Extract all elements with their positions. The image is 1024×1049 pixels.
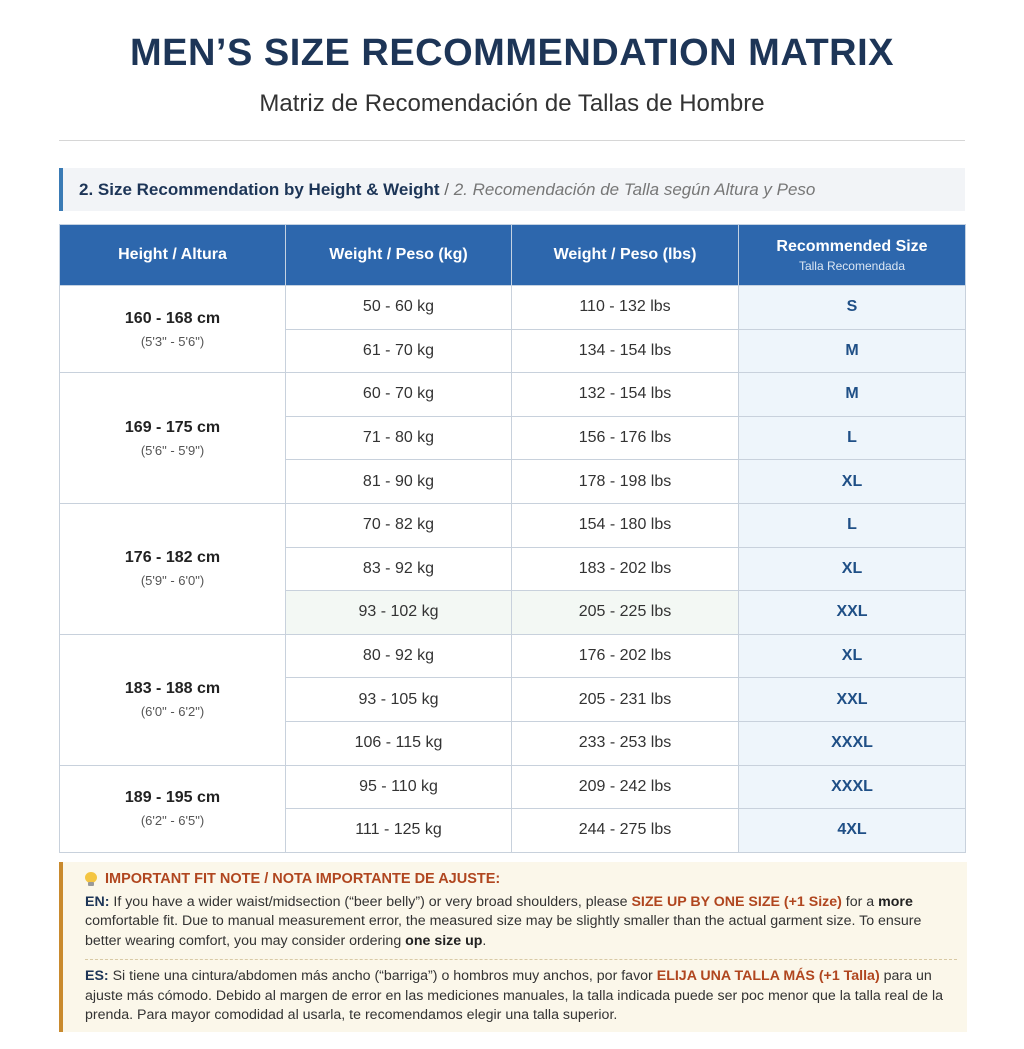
height-cm: 176 - 182 cm	[124, 549, 221, 567]
section-title-en: 2. Size Recommendation by Height & Weigh…	[79, 180, 440, 199]
table-row: 106 - 115 kg 233 - 253 lbs XXXL	[60, 720, 966, 766]
table-row: 169 - 175 cm (5'6" - 5'9") 60 - 70 kg 13…	[59, 372, 966, 504]
weight-lbs-cell: 134 - 154 lbs	[511, 328, 739, 374]
en-highlight: SIZE UP BY ONE SIZE (+1 Size)	[631, 893, 842, 910]
fit-note-en: EN: If you have a wider waist/midsection…	[85, 893, 957, 952]
size-cell: XXL	[738, 677, 966, 722]
es-text-1: Si tiene una cintura/abdomen más ancho (…	[108, 968, 657, 984]
size-cell: S	[738, 285, 966, 330]
header-recommended-size: Recommended Size Talla Recomendada	[738, 224, 966, 286]
weight-lbs-cell: 233 - 253 lbs	[511, 720, 739, 766]
fit-note-heading: IMPORTANT FIT NOTE / NOTA IMPORTANTE DE …	[85, 870, 957, 890]
weight-kg-cell: 95 - 110 kg	[285, 764, 512, 810]
weight-lbs-cell: 110 - 132 lbs	[511, 285, 739, 330]
size-cell: XXL	[738, 590, 966, 635]
weight-lbs-cell: 183 - 202 lbs	[511, 546, 739, 592]
weight-kg-cell: 80 - 92 kg	[285, 633, 512, 679]
en-bold-one-size-up: one size up	[405, 932, 483, 949]
table-row: 71 - 80 kg 156 - 176 lbs L	[60, 415, 966, 461]
table-header-row: Height / Altura Weight / Peso (kg) Weigh…	[59, 224, 966, 286]
size-cell: XXXL	[738, 764, 966, 810]
section-heading: 2. Size Recommendation by Height & Weigh…	[59, 168, 965, 211]
es-label: ES:	[85, 968, 109, 984]
weight-kg-cell: 106 - 115 kg	[285, 720, 512, 766]
size-cell: XL	[738, 459, 966, 504]
height-ft: (6'0" - 6'2")	[140, 704, 205, 720]
height-ft: (5'9" - 6'0")	[140, 573, 205, 589]
es-text-2: para un ajuste más cómodo. Debido al mar…	[85, 968, 944, 1023]
header-size-en: Recommended Size	[776, 237, 928, 255]
height-cell: 160 - 168 cm (5'3" - 5'6")	[59, 284, 286, 374]
height-cm: 169 - 175 cm	[124, 418, 221, 436]
weight-kg-cell: 61 - 70 kg	[285, 328, 512, 374]
fit-note-es: ES: Si tiene una cintura/abdomen más anc…	[85, 967, 957, 1026]
height-cell: 183 - 188 cm (6'0" - 6'2")	[59, 633, 286, 766]
weight-lbs-cell: 209 - 242 lbs	[511, 764, 739, 810]
weight-lbs-cell: 244 - 275 lbs	[511, 808, 739, 853]
weight-lbs-cell: 176 - 202 lbs	[511, 633, 739, 679]
header-size-es: Talla Recomendada	[798, 258, 906, 273]
weight-lbs-cell: 156 - 176 lbs	[511, 415, 739, 461]
divider	[59, 140, 965, 141]
height-cell: 189 - 195 cm (6'2" - 6'5")	[59, 764, 286, 853]
weight-kg-cell: 70 - 82 kg	[285, 502, 512, 548]
weight-kg-cell: 93 - 102 kg	[285, 590, 512, 635]
height-ft: (5'3" - 5'6")	[140, 333, 205, 349]
header-weight-lbs: Weight / Peso (lbs)	[511, 224, 739, 286]
table-row: 111 - 125 kg 244 - 275 lbs 4XL	[60, 808, 966, 853]
weight-lbs-cell: 132 - 154 lbs	[511, 372, 739, 417]
page-subtitle: Matriz de Recomendación de Tallas de Hom…	[259, 90, 765, 117]
fit-note: IMPORTANT FIT NOTE / NOTA IMPORTANTE DE …	[59, 862, 967, 1032]
section-title-es: 2. Recomendación de Talla según Altura y…	[453, 180, 816, 199]
header-height: Height / Altura	[59, 224, 286, 286]
weight-kg-cell: 111 - 125 kg	[285, 808, 512, 853]
size-cell: M	[738, 328, 966, 374]
size-cell: XXXL	[738, 720, 966, 766]
table-row: 176 - 182 cm (5'9" - 6'0") 70 - 82 kg 15…	[59, 502, 966, 635]
height-cell: 176 - 182 cm (5'9" - 6'0")	[59, 502, 286, 635]
en-text-3: comfortable fit. Due to manual measureme…	[85, 913, 922, 949]
header-weight-kg: Weight / Peso (kg)	[285, 224, 512, 286]
table-row: 61 - 70 kg 134 - 154 lbs M	[60, 328, 966, 374]
weight-kg-cell: 60 - 70 kg	[285, 372, 512, 417]
weight-lbs-cell: 205 - 231 lbs	[511, 677, 739, 722]
en-text-1: If you have a wider waist/midsection (“b…	[109, 893, 632, 910]
fit-note-title: IMPORTANT FIT NOTE / NOTA IMPORTANTE DE …	[105, 871, 501, 887]
size-cell: XL	[738, 633, 966, 679]
height-ft: (6'2" - 6'5")	[140, 813, 205, 829]
size-cell: L	[738, 415, 966, 461]
en-text-4: .	[482, 932, 487, 949]
section-separator: /	[444, 180, 449, 199]
height-cm: 189 - 195 cm	[124, 789, 221, 807]
weight-kg-cell: 50 - 60 kg	[285, 285, 512, 330]
en-text-2: for a	[841, 893, 879, 910]
height-cm: 183 - 188 cm	[124, 680, 221, 698]
page-title: MEN’S SIZE RECOMMENDATION MATRIX	[129, 32, 895, 74]
size-cell: XL	[738, 546, 966, 592]
en-label: EN:	[85, 893, 110, 910]
size-cell: L	[738, 502, 966, 548]
en-bold-more: more	[878, 893, 913, 910]
size-cell: 4XL	[738, 808, 966, 853]
size-cell: M	[738, 372, 966, 417]
weight-lbs-cell: 205 - 225 lbs	[511, 590, 739, 635]
weight-lbs-cell: 178 - 198 lbs	[511, 459, 739, 504]
weight-lbs-cell: 154 - 180 lbs	[511, 502, 739, 548]
table-row: 93 - 105 kg 205 - 231 lbs XXL	[60, 677, 966, 722]
table-row: 183 - 188 cm (6'0" - 6'2") 80 - 92 kg 17…	[59, 633, 966, 766]
weight-kg-cell: 71 - 80 kg	[285, 415, 512, 461]
table-row: 189 - 195 cm (6'2" - 6'5") 95 - 110 kg 2…	[59, 764, 966, 853]
weight-kg-cell: 81 - 90 kg	[285, 459, 512, 504]
note-divider	[85, 959, 957, 960]
height-ft: (5'6" - 5'9")	[140, 442, 205, 458]
weight-kg-cell: 83 - 92 kg	[285, 546, 512, 592]
lightbulb-icon	[85, 872, 97, 887]
table-row: 160 - 168 cm (5'3" - 5'6") 50 - 60 kg 11…	[59, 284, 966, 374]
height-cm: 160 - 168 cm	[124, 309, 221, 327]
weight-kg-cell: 93 - 105 kg	[285, 677, 512, 722]
es-highlight: ELIJA UNA TALLA MÁS (+1 Talla)	[656, 968, 880, 984]
size-matrix-table: Height / Altura Weight / Peso (kg) Weigh…	[59, 224, 966, 853]
height-cell: 169 - 175 cm (5'6" - 5'9")	[59, 372, 286, 504]
